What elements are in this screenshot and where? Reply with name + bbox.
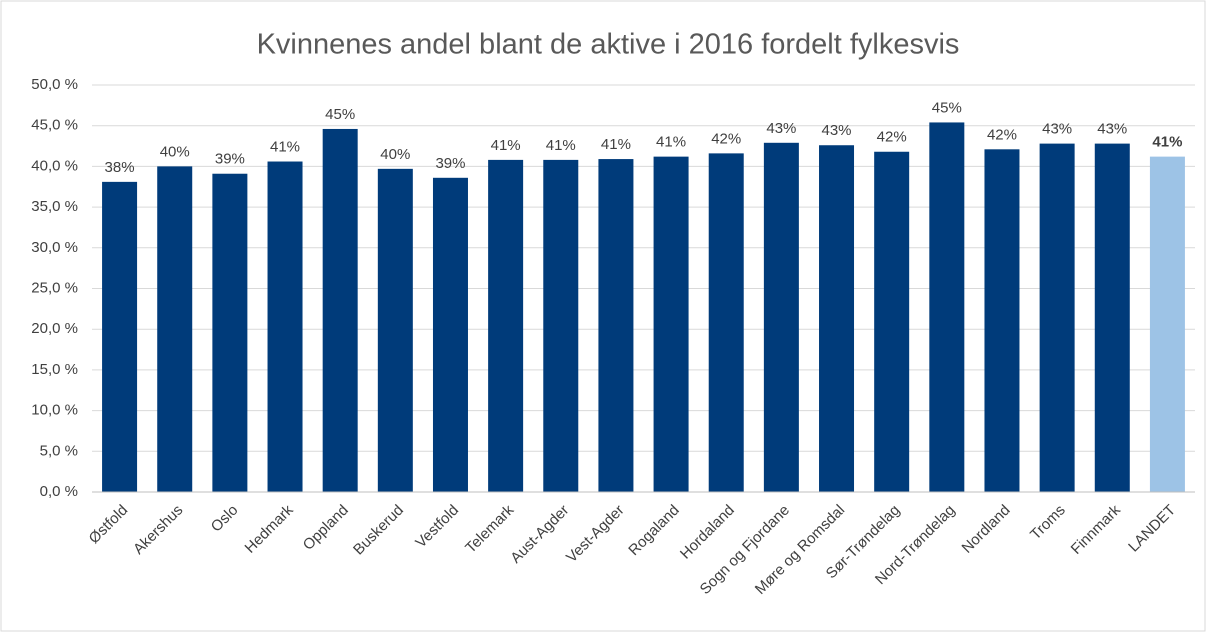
- bar: [377, 168, 413, 493]
- bar: [322, 128, 358, 492]
- bar: [984, 149, 1020, 492]
- bar: [543, 159, 579, 492]
- bar: [598, 159, 634, 492]
- data-label: 40%: [380, 146, 410, 163]
- chart-title: Kvinnenes andel blant de aktive i 2016 f…: [257, 29, 960, 61]
- bar: [1039, 143, 1075, 492]
- bar: [929, 122, 965, 492]
- data-label: 41%: [546, 137, 576, 154]
- y-tick-label: 20,0 %: [31, 320, 78, 337]
- bar: [653, 156, 689, 492]
- y-tick-label: 0,0 %: [40, 483, 78, 500]
- data-label: 43%: [766, 120, 796, 137]
- bar: [819, 145, 855, 492]
- data-label: 45%: [325, 106, 355, 123]
- y-tick-label: 40,0 %: [31, 157, 78, 174]
- data-label: 41%: [601, 136, 631, 153]
- y-tick-label: 15,0 %: [31, 361, 78, 378]
- bar: [157, 166, 193, 492]
- bar: [432, 177, 468, 492]
- bar: [874, 151, 910, 493]
- data-label: 39%: [215, 151, 245, 168]
- bar: [1149, 156, 1185, 492]
- data-label: 43%: [822, 122, 852, 139]
- bar: [708, 153, 744, 492]
- data-label: 41%: [491, 137, 521, 154]
- data-label: 43%: [1042, 121, 1072, 138]
- data-label: 42%: [877, 129, 907, 146]
- bar: [488, 159, 524, 492]
- data-label: 39%: [435, 155, 465, 172]
- bar: [763, 142, 799, 492]
- bar: [102, 181, 138, 492]
- data-label: 43%: [1097, 121, 1127, 138]
- data-label: 38%: [105, 159, 135, 176]
- data-label: 41%: [656, 134, 686, 151]
- y-tick-label: 25,0 %: [31, 279, 78, 296]
- y-tick-label: 10,0 %: [31, 402, 78, 419]
- bar: [267, 161, 303, 493]
- data-label: 40%: [160, 143, 190, 160]
- data-label: 45%: [932, 99, 962, 116]
- y-tick-label: 35,0 %: [31, 198, 78, 215]
- data-label: 42%: [987, 126, 1017, 143]
- data-label: 41%: [270, 138, 300, 155]
- y-tick-label: 45,0 %: [31, 117, 78, 134]
- y-tick-label: 50,0 %: [31, 76, 78, 93]
- y-tick-label: 5,0 %: [40, 442, 78, 459]
- data-label: 42%: [711, 130, 741, 147]
- bar: [212, 173, 248, 492]
- y-tick-label: 30,0 %: [31, 239, 78, 256]
- bar: [1094, 143, 1130, 492]
- data-label: 41%: [1152, 134, 1182, 151]
